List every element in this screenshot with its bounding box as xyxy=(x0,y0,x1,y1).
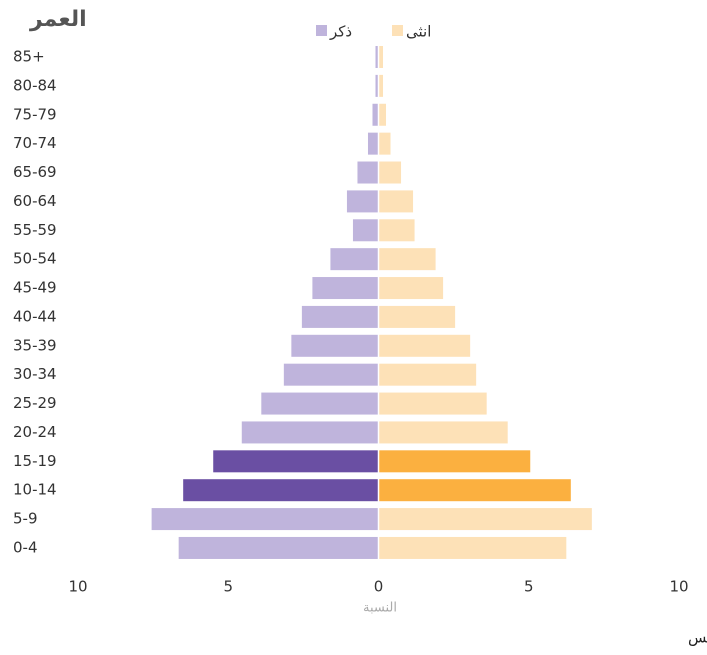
bar xyxy=(378,248,436,271)
bar xyxy=(378,103,387,126)
x-axis-label: النسبة xyxy=(363,601,397,616)
bar xyxy=(378,190,414,213)
bar xyxy=(378,74,384,97)
bar xyxy=(357,161,379,184)
bar xyxy=(291,334,379,357)
bar xyxy=(330,248,379,271)
bar xyxy=(372,103,379,126)
bar xyxy=(375,46,379,68)
x-tick-label: 5 xyxy=(524,578,534,596)
y-tick-label: 45-49 xyxy=(13,279,57,297)
legend-label: انثى xyxy=(406,23,431,41)
bar xyxy=(241,421,379,444)
bar xyxy=(151,508,379,531)
y-tick-label: 35-39 xyxy=(13,336,57,354)
bar xyxy=(378,450,531,473)
bar xyxy=(378,479,571,502)
y-tick-label: 75-79 xyxy=(13,105,57,123)
x-tick-label: 10 xyxy=(669,578,688,596)
y-axis-label: العمر xyxy=(29,7,87,32)
bar xyxy=(378,363,477,386)
y-tick-label: 55-59 xyxy=(13,221,57,239)
bar xyxy=(183,479,379,502)
bar xyxy=(283,363,379,386)
bar xyxy=(378,536,567,559)
bar xyxy=(378,161,402,184)
bar xyxy=(378,305,456,328)
legend-swatch xyxy=(316,25,327,36)
y-tick-label: 20-24 xyxy=(13,423,57,441)
bar xyxy=(301,305,379,328)
bar xyxy=(378,508,592,531)
x-tick-label: 10 xyxy=(68,578,87,596)
x-tick-label: 0 xyxy=(374,578,384,596)
y-tick-label: 0-4 xyxy=(13,538,38,556)
bar xyxy=(213,450,379,473)
y-tick-label: 5-9 xyxy=(13,510,38,528)
x-tick-label: 5 xyxy=(223,578,233,596)
legend-swatch xyxy=(392,25,403,36)
bar xyxy=(378,46,384,68)
bar xyxy=(367,132,379,155)
y-tick-label: 10-14 xyxy=(13,481,57,499)
bar xyxy=(261,392,379,415)
y-tick-label: 15-19 xyxy=(13,452,57,470)
legend-label: ذكر xyxy=(329,23,352,41)
bar xyxy=(378,392,487,415)
bar xyxy=(352,219,379,242)
y-tick-label: 80-84 xyxy=(13,76,57,94)
y-tick-label: 40-44 xyxy=(13,307,57,325)
bar xyxy=(178,536,379,559)
y-tick-label: 25-29 xyxy=(13,394,57,412)
y-tick-label: 85+ xyxy=(13,48,45,66)
bar xyxy=(312,277,379,300)
y-tick-label: 30-34 xyxy=(13,365,57,383)
y-tick-label: 65-69 xyxy=(13,163,57,181)
bar xyxy=(378,334,471,357)
bar xyxy=(378,421,508,444)
bar xyxy=(375,74,379,97)
bar xyxy=(378,132,391,155)
y-tick-label: 60-64 xyxy=(13,192,57,210)
bar xyxy=(346,190,379,213)
caption: التوزيع النسبي لافراد الأسر حسب الفئة ال… xyxy=(688,628,707,648)
bar xyxy=(378,277,444,300)
y-tick-label: 50-54 xyxy=(13,250,57,268)
bar xyxy=(378,219,415,242)
y-tick-label: 70-74 xyxy=(13,134,57,152)
